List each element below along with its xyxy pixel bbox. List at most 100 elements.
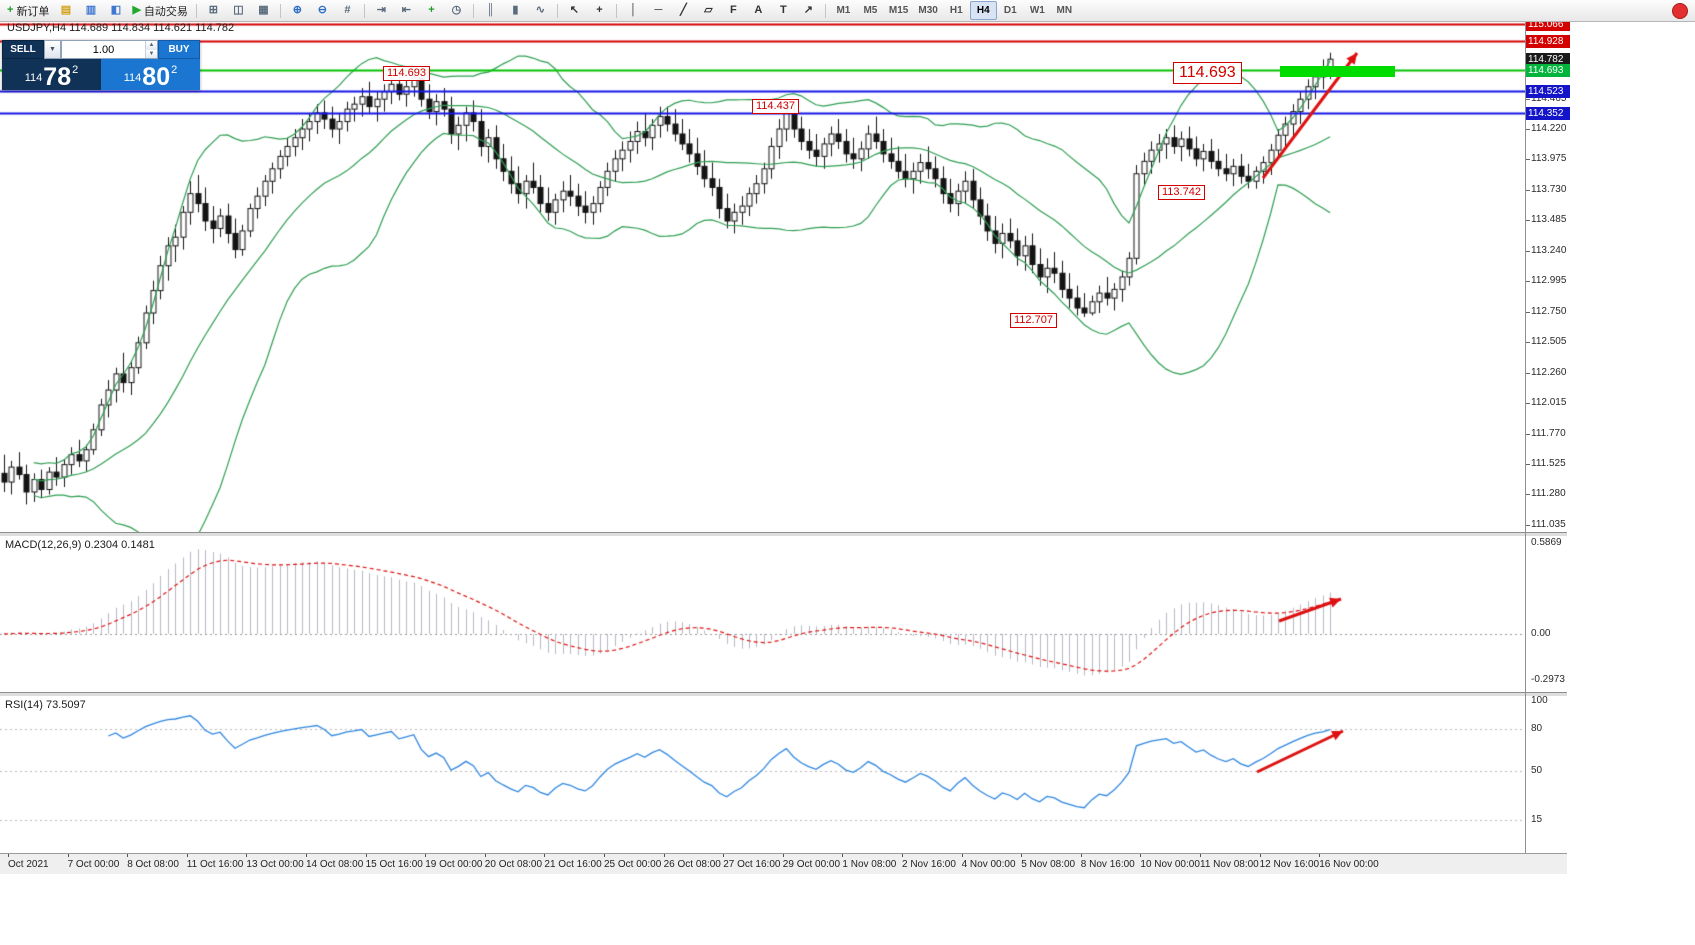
time-axis-label: 1 Nov 08:00: [842, 859, 897, 870]
charts-button[interactable]: ▤: [53, 1, 78, 20]
text-label-button[interactable]: T: [771, 1, 796, 20]
candlestick-chart-button[interactable]: ▮: [503, 1, 528, 20]
time-axis-label: 8 Nov 16:00: [1080, 859, 1135, 870]
time-axis-label: 8 Oct 08:00: [127, 859, 179, 870]
price-callout[interactable]: 113.742: [1158, 185, 1205, 200]
price-axis-tick: [1526, 98, 1530, 100]
price-axis-tick: [1526, 189, 1530, 191]
rsi-label: RSI(14) 73.5097: [5, 699, 86, 711]
price-scale-label: 112.015: [1531, 397, 1567, 409]
zoom-in-button[interactable]: ⊕: [285, 1, 310, 20]
price-callout[interactable]: 112.707: [1010, 313, 1057, 328]
timeframe-mn-button[interactable]: MN: [1056, 5, 1073, 16]
cascade-windows-button[interactable]: ▦: [251, 1, 276, 20]
fibonacci-button[interactable]: F: [721, 1, 746, 20]
timeframe-d1-button[interactable]: D1: [1003, 5, 1017, 16]
trendline-button[interactable]: ╱: [671, 1, 696, 20]
add-indicator-button[interactable]: +: [419, 1, 444, 20]
time-axis[interactable]: Oct 2021 7 Oct 00:00 8 Oct 08:00 11 Oct 16:…: [0, 853, 1567, 874]
macd-axis-label: -0.2973: [1531, 674, 1565, 686]
tile-windows-icon: ◫: [233, 4, 244, 16]
toolbar-separator: [279, 3, 281, 18]
toolbar-separator: [615, 3, 617, 18]
sell-button[interactable]: SELL: [2, 40, 44, 59]
price-scale-label: 113.485: [1531, 214, 1567, 226]
bid-prefix: 114: [24, 72, 43, 84]
market-watch-button[interactable]: ▥: [78, 1, 103, 20]
market-watch-icon: ▥: [85, 4, 97, 16]
timeframe-m5-button[interactable]: M5: [863, 5, 878, 16]
horizontal-line-icon: ─: [654, 4, 663, 16]
highlight-zone-rect[interactable]: [1280, 66, 1395, 77]
tile-windows-button[interactable]: ◫: [226, 1, 251, 20]
equidistant-channel-button[interactable]: ▱: [696, 1, 721, 20]
bid-big-digits: 78: [43, 62, 72, 91]
chart-shift-button[interactable]: ⇤: [394, 1, 419, 20]
rsi-panel-canvas[interactable]: [0, 695, 1525, 852]
price-axis-tick: [1526, 494, 1530, 496]
price-callout[interactable]: 114.437: [752, 99, 799, 114]
text-button[interactable]: A: [746, 1, 771, 20]
toolbar-separator: [556, 3, 558, 18]
time-axis-label: 13 Oct 00:00: [246, 859, 304, 870]
timeframe-h1-button[interactable]: H1: [949, 5, 963, 16]
auto-scroll-button[interactable]: ⇥: [369, 1, 394, 20]
time-axis-label: 5 Nov 08:00: [1021, 859, 1076, 870]
macd-panel-canvas[interactable]: [0, 536, 1525, 692]
time-axis-tick: [127, 854, 129, 857]
notification-badge[interactable]: [1672, 3, 1688, 19]
timeframe-m15-button[interactable]: M15: [888, 5, 909, 16]
bid-quote[interactable]: 114 78 2: [2, 59, 101, 90]
order-options-dropdown[interactable]: ▼: [44, 40, 61, 59]
timeframe-h4-button[interactable]: H4: [969, 1, 997, 20]
price-callout[interactable]: 114.693: [383, 66, 430, 81]
volume-down-button[interactable]: ▼: [146, 49, 157, 58]
time-axis-tick: [604, 854, 605, 857]
period-button[interactable]: ◷: [444, 1, 469, 20]
panel-separator[interactable]: [0, 692, 1567, 696]
price-callout[interactable]: 114.693: [1173, 62, 1242, 84]
price-scale-label: 111.770: [1531, 427, 1566, 439]
toolbar-separator: [363, 3, 365, 18]
navigator-icon: ◧: [110, 4, 122, 16]
ask-quote[interactable]: 114 80 2: [101, 59, 200, 90]
volume-input[interactable]: [62, 41, 145, 58]
line-chart-button[interactable]: ∿: [528, 1, 553, 20]
bid-pip-digit: 2: [72, 64, 79, 76]
volume-up-button[interactable]: ▲: [146, 41, 157, 50]
autotrade-icon: ▶: [132, 4, 141, 16]
new-chart-button[interactable]: ⊞: [201, 1, 226, 20]
rsi-axis-label: 100: [1531, 695, 1548, 706]
vertical-line-button[interactable]: │: [621, 1, 646, 20]
new-chart-icon: ⊞: [208, 4, 219, 16]
text-label-icon: T: [780, 4, 787, 16]
panel-separator[interactable]: [0, 532, 1567, 536]
time-axis-tick: [1021, 854, 1023, 857]
rsi-axis-label: 50: [1531, 765, 1543, 776]
autotrade-label: 自动交易: [143, 5, 188, 18]
crosshair-button[interactable]: +: [587, 1, 612, 20]
charts-icon: ▤: [60, 4, 72, 16]
new-order-button[interactable]: + 新订单: [3, 1, 53, 20]
timeframe-m30-button[interactable]: M30: [918, 5, 938, 16]
horizontal-line-button[interactable]: ─: [646, 1, 671, 20]
bar-chart-button[interactable]: ║: [478, 1, 503, 20]
autotrade-button[interactable]: ▶ 自动交易: [128, 1, 191, 20]
rsi-axis-label: 15: [1531, 814, 1543, 825]
navigator-button[interactable]: ◧: [103, 1, 128, 20]
buy-button[interactable]: BUY: [158, 40, 200, 59]
time-axis-tick: [961, 854, 963, 857]
time-axis-tick: [186, 854, 188, 857]
time-axis-tick: [425, 854, 427, 857]
grid-button[interactable]: #: [335, 1, 360, 20]
cursor-button[interactable]: ↖: [562, 1, 587, 20]
price-scale-label: 112.260: [1531, 366, 1567, 378]
timeframe-w1-button[interactable]: W1: [1029, 5, 1045, 16]
time-axis-label: 10 Nov 00:00: [1140, 859, 1200, 870]
arrows-tool-button[interactable]: ↗: [796, 1, 821, 20]
time-axis-tick: [663, 854, 665, 857]
zoom-out-button[interactable]: ⊖: [310, 1, 335, 20]
time-axis-tick: [842, 854, 844, 857]
timeframe-m1-button[interactable]: M1: [836, 5, 851, 16]
